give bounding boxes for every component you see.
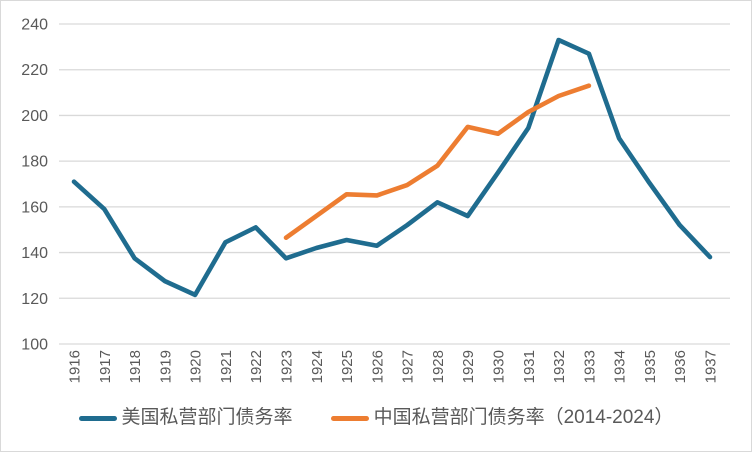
series-line-0	[71, 37, 713, 298]
y-axis-label: 140	[21, 245, 48, 262]
x-axis-label: 1920	[188, 350, 205, 383]
x-axis-label: 1924	[309, 350, 326, 383]
x-axis-label: 1928	[430, 350, 447, 383]
legend-label-china: 中国私营部门债务率（2014-2024）	[373, 407, 674, 428]
x-axis-label: 1919	[157, 350, 174, 383]
legend-item-us: 美国私营部门债务率	[78, 403, 293, 433]
legend-item-china: 中国私营部门债务率（2014-2024）	[330, 403, 674, 433]
legend-label-us: 美国私营部门债务率	[121, 407, 293, 428]
x-axis-label: 1930	[491, 350, 508, 383]
y-axis-label: 240	[21, 17, 48, 34]
x-axis-label: 1935	[642, 350, 659, 383]
chart-canvas: 100 120 140 160 180 200 220 240 1916 1917 1918 1919…	[21, 17, 730, 383]
x-axis-label: 1921	[218, 350, 235, 383]
x-axis-label: 1922	[248, 350, 265, 383]
x-axis-label: 1916	[67, 350, 84, 383]
x-axis-label: 1931	[521, 350, 538, 383]
x-axis-label: 1925	[339, 350, 356, 383]
legend-swatch-us-line	[78, 415, 117, 421]
x-axis-label: 1918	[127, 350, 144, 383]
y-axis-label: 220	[21, 62, 48, 79]
x-axis-label: 1933	[581, 350, 598, 383]
y-axis-label: 100	[21, 337, 48, 354]
x-axis-label: 1929	[460, 350, 477, 383]
y-axis-label: 200	[21, 108, 48, 125]
legend-swatch-china-line	[330, 415, 369, 421]
x-axis-label: 1934	[612, 350, 629, 383]
y-axis-label: 120	[21, 291, 48, 308]
x-axis-label: 1923	[279, 350, 296, 383]
y-axis-label: 160	[21, 199, 48, 216]
x-axis-label: 1932	[551, 350, 568, 383]
legend: 美国私营部门债务率 中国私营部门债务率（2014-2024）	[1, 403, 751, 433]
y-axis-label: 180	[21, 154, 48, 171]
x-axis-label: 1936	[672, 350, 689, 383]
x-axis-label: 1917	[97, 350, 114, 383]
series-line-1	[283, 83, 592, 240]
x-axis-label: 1926	[369, 350, 386, 383]
x-axis-label: 1927	[400, 350, 417, 383]
x-axis-label: 1937	[703, 350, 720, 383]
